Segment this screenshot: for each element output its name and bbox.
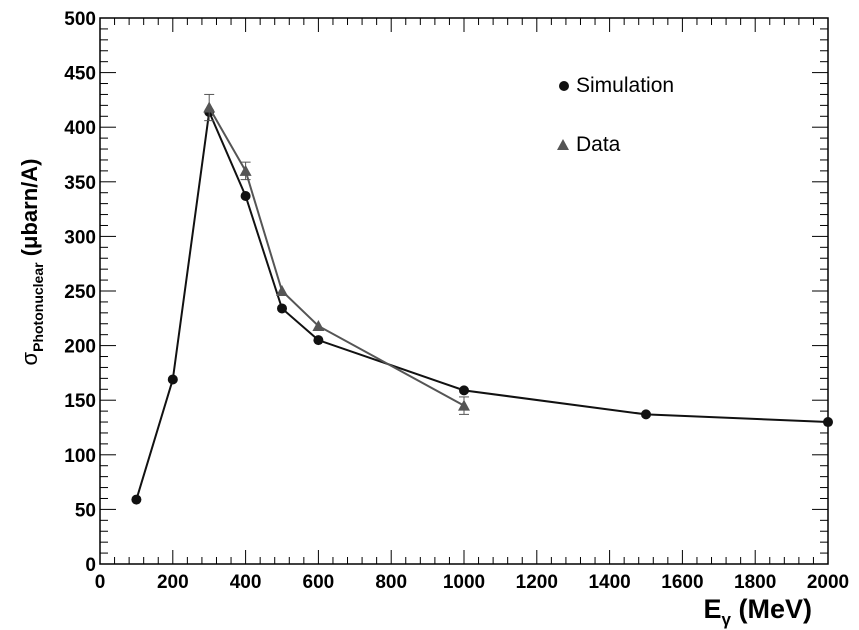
data-point: [241, 191, 251, 201]
data-point: [458, 400, 470, 411]
series-simulation: [131, 107, 833, 505]
legend: Simulation Data: [557, 74, 674, 156]
y-tick-label: 0: [85, 555, 96, 576]
x-tick-label: 200: [157, 572, 189, 593]
legend-simulation-marker: [559, 81, 569, 91]
y-tick-label: 250: [64, 282, 96, 303]
data-point: [277, 303, 287, 313]
x-tick-label: 800: [375, 572, 407, 593]
y-axis-title-main: σ: [17, 351, 42, 365]
data-point: [168, 374, 178, 384]
legend-data-marker: [557, 139, 569, 150]
data-point: [131, 495, 141, 505]
y-tick-label: 450: [64, 64, 96, 85]
series-layer: [131, 94, 833, 504]
data-point: [203, 102, 215, 113]
x-axis-title-unit: (MeV): [731, 594, 812, 624]
series-data: [203, 94, 470, 414]
series-data-line: [209, 108, 464, 406]
x-tick-label: 1800: [734, 572, 776, 593]
y-tick-labels: 0 50 100 150 200 250 300 350 400 450 500: [64, 9, 96, 576]
data-point: [313, 335, 323, 345]
data-point: [276, 285, 288, 296]
y-tick-label: 500: [64, 9, 96, 30]
y-tick-label: 50: [75, 500, 96, 521]
y-tick-label: 200: [64, 337, 96, 358]
data-point: [641, 409, 651, 419]
x-tick-label: 1000: [443, 572, 485, 593]
x-tick-label: 0: [95, 572, 106, 593]
data-point: [459, 385, 469, 395]
series-simulation-line: [136, 112, 828, 500]
legend-data-label: Data: [576, 133, 621, 156]
x-axis-title: Eγ (MeV): [704, 594, 812, 629]
x-tick-labels: 0 200 400 600 800 1000 1200 1400 1600 1800 2000: [95, 572, 849, 593]
y-axis-title: σPhotonuclear (μbarn/A): [17, 159, 46, 366]
y-tick-label: 150: [64, 391, 96, 412]
y-tick-label: 100: [64, 446, 96, 467]
y-tick-label: 350: [64, 173, 96, 194]
x-tick-label: 1600: [661, 572, 703, 593]
data-point: [823, 417, 833, 427]
y-tick-label: 400: [64, 118, 96, 139]
x-tick-label: 1400: [588, 572, 630, 593]
x-tick-label: 600: [303, 572, 335, 593]
x-tick-label: 2000: [807, 572, 849, 593]
y-axis-title-sub: Photonuclear: [30, 262, 46, 352]
data-point: [240, 165, 252, 176]
x-tick-label: 400: [230, 572, 262, 593]
y-axis-title-unit: (μbarn/A): [17, 159, 42, 263]
legend-simulation-label: Simulation: [576, 74, 674, 97]
x-axis-title-main: E: [704, 594, 722, 624]
y-tick-label: 300: [64, 227, 96, 248]
x-tick-label: 1200: [516, 572, 558, 593]
